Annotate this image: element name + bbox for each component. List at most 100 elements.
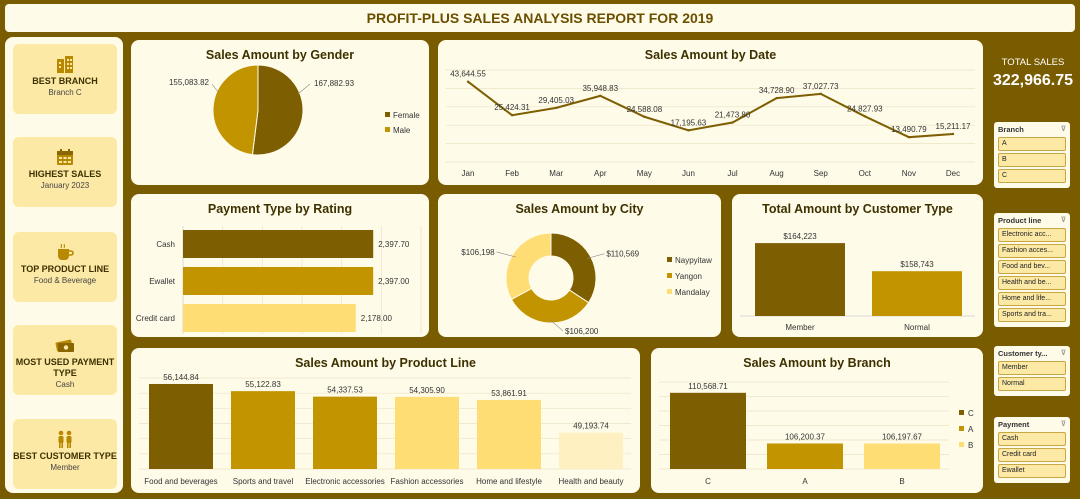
legend-item: A: [968, 425, 974, 434]
slicer-item-b[interactable]: B: [998, 153, 1066, 167]
data-point: [819, 92, 822, 96]
pie-slice-male: [212, 64, 259, 156]
slicer-title: Branch: [998, 125, 1024, 134]
slicer-item[interactable]: Credit card: [998, 448, 1066, 462]
slicer-item-c[interactable]: C: [998, 169, 1066, 183]
chart-title: Sales Amount by City: [515, 202, 644, 216]
x-tick-label: B: [899, 477, 904, 486]
data-point: [599, 94, 602, 98]
bar: [231, 391, 295, 469]
slicer-item[interactable]: Home and life...: [998, 292, 1066, 306]
kpi-best-customer-type: BEST CUSTOMER TYPE Member: [13, 419, 117, 489]
x-tick-label: Mar: [549, 169, 563, 178]
legend-item: Naypyitaw: [675, 256, 712, 265]
donut-slice-naypyitaw: [550, 232, 597, 304]
slicer-item[interactable]: Cash: [998, 432, 1066, 446]
bar: [149, 383, 213, 469]
date-line-chart: 43,644.55 Jan 25,424.31 Feb 29,405.03 Mar 35,9…: [446, 69, 975, 178]
kpi-value: Cash: [55, 380, 75, 389]
data-label: 54,305.90: [409, 386, 445, 395]
data-label: 167,882.93: [314, 79, 355, 88]
clear-filter-icon[interactable]: ⊽: [1060, 217, 1066, 224]
clear-filter-icon[interactable]: ⊽: [1060, 350, 1066, 357]
leader-line: [211, 83, 219, 93]
data-point: [687, 129, 690, 132]
cash-icon: [55, 339, 74, 352]
data-point: [863, 115, 867, 118]
gender-chart-panel: Sales Amount by Gender 167,882.93 155,083…: [131, 40, 429, 185]
product-bar-chart: 56,144.84 Food and beverages 55,122.83 Spor…: [139, 373, 631, 486]
data-label: 13,490.79: [891, 125, 927, 134]
donut-slice-yangon: [510, 287, 590, 324]
x-tick-label: A: [802, 477, 808, 486]
slicer-item[interactable]: Health and be...: [998, 276, 1066, 290]
legend-item: C: [968, 409, 974, 418]
slicer-item[interactable]: Electronic acc...: [998, 228, 1066, 242]
slicer-item[interactable]: Food and bev...: [998, 260, 1066, 274]
customer-type-slicer: Customer ty... ⊽ Member Normal: [994, 346, 1070, 396]
y-tick-label: Cash: [156, 240, 175, 249]
data-label: 56,144.84: [163, 373, 199, 382]
customer-chart-panel: Total Amount by Customer Type $164,223 Me…: [732, 194, 983, 337]
slicer-item[interactable]: Fashion acces...: [998, 244, 1066, 258]
data-label: 110,568.71: [688, 382, 728, 391]
data-label: 24,588.08: [627, 105, 663, 114]
kpi-most-used-payment: MOST USED PAYMENT TYPE Cash: [13, 325, 117, 395]
data-point: [466, 80, 470, 83]
data-label: $106,198: [461, 248, 495, 257]
bar: [183, 267, 374, 295]
data-label: 106,197.67: [882, 433, 923, 442]
x-tick-label: Health and beauty: [559, 477, 624, 486]
slicer-item-a[interactable]: A: [998, 137, 1066, 151]
clear-filter-icon[interactable]: ⊽: [1060, 421, 1066, 428]
kpi-value: Food & Beverage: [33, 276, 97, 285]
people-icon: [58, 430, 72, 448]
data-point: [731, 121, 734, 124]
y-tick-label: Ewallet: [149, 277, 176, 286]
kpi-title: BEST BRANCH: [32, 76, 98, 86]
kpi-top-product-line: TOP PRODUCT LINE Food & Beverage: [13, 232, 117, 302]
slicer-item[interactable]: Sports and tra...: [998, 308, 1066, 322]
x-tick-label: Jun: [682, 169, 695, 178]
slicer-item[interactable]: Ewallet: [998, 464, 1066, 478]
legend-item: Male: [393, 126, 411, 135]
x-tick-label: Fashion accessories: [391, 477, 464, 486]
data-label: $158,743: [900, 260, 934, 269]
bar: [872, 271, 962, 316]
data-label: 34,728.90: [759, 86, 795, 95]
slicer-item[interactable]: Normal: [998, 377, 1066, 391]
building-icon: [57, 56, 73, 73]
x-tick-label: Oct: [859, 169, 872, 178]
slicer-item[interactable]: Member: [998, 361, 1066, 375]
chart-title: Total Amount by Customer Type: [762, 202, 953, 216]
clear-filter-icon[interactable]: ⊽: [1060, 126, 1066, 133]
leader-line: [586, 253, 605, 259]
x-tick-label: Electronic accessories: [305, 477, 385, 486]
branch-chart-panel: Sales Amount by Branch 110,568.71 C 106,20…: [651, 348, 983, 493]
pie-slice-female: [251, 64, 304, 156]
data-label: 43,644.55: [450, 70, 486, 79]
x-tick-label: Jan: [462, 169, 475, 178]
data-label: 17,195.63: [671, 118, 707, 127]
kpi-value: Member: [50, 463, 80, 472]
data-label: 35,948.83: [582, 84, 618, 93]
calendar-icon: [57, 149, 73, 165]
data-label: 15,211.17: [936, 122, 972, 131]
bar: [767, 443, 843, 469]
bar: [183, 230, 374, 258]
legend-swatch: [959, 410, 964, 415]
data-label: 25,424.31: [494, 103, 530, 112]
bar: [864, 443, 940, 469]
data-point: [510, 114, 514, 117]
data-label: $164,223: [783, 232, 817, 241]
legend-item: B: [968, 441, 973, 450]
data-point: [554, 106, 558, 110]
slicer-title: Customer ty...: [998, 349, 1048, 358]
bar: [477, 399, 541, 469]
data-label: 106,200.37: [785, 432, 826, 441]
date-chart-panel: Sales Amount by Date 43,644.55 Jan 25,424.…: [438, 40, 983, 185]
data-point: [643, 115, 646, 118]
chart-title: Sales Amount by Branch: [743, 356, 891, 370]
chart-title: Sales Amount by Date: [644, 48, 777, 62]
